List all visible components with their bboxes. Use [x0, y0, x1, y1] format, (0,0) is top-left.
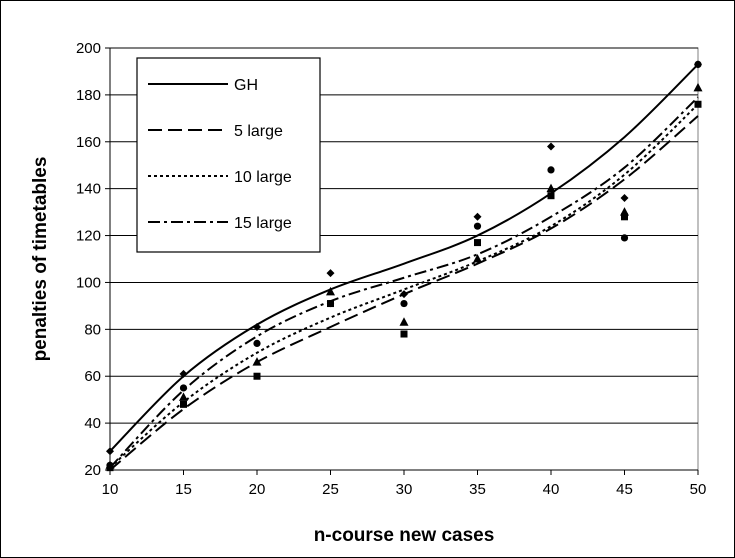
- data-point-s2-5: [473, 222, 482, 230]
- data-point-s2-8: [694, 60, 702, 69]
- y-tick-label-200: 200: [76, 40, 101, 57]
- trend-line-0: [109, 63, 699, 452]
- data-point-s3-7: [620, 207, 629, 216]
- x-tick-label-35: 35: [469, 481, 486, 498]
- y-tick-label-100: 100: [76, 274, 101, 291]
- y-tick-label-60: 60: [84, 368, 101, 385]
- legend-label-3: 15 large: [234, 215, 292, 232]
- trend-line-3: [109, 96, 699, 469]
- legend-label-2: 10 large: [234, 169, 292, 186]
- y-axis-title: penalties of timetables: [30, 157, 51, 362]
- y-tick-label-180: 180: [76, 87, 101, 104]
- data-point-s2-7: [620, 234, 629, 242]
- data-point-s0-3: [326, 269, 335, 278]
- data-point-s3-6: [546, 183, 556, 193]
- y-tick-label-140: 140: [76, 181, 101, 198]
- data-point-s2-3: [326, 299, 335, 308]
- x-axis-title: n-course new cases: [314, 525, 495, 546]
- data-point-s1-4: [400, 330, 408, 338]
- data-point-s2-6: [547, 166, 555, 174]
- data-point-s3-1: [179, 392, 188, 401]
- data-point-s0-5: [473, 212, 482, 221]
- legend: GH 5 large 10 large 15 large: [136, 57, 321, 253]
- y-tick-label-160: 160: [76, 134, 101, 151]
- data-point-s0-6: [547, 142, 555, 151]
- data-point-s0-7: [620, 194, 629, 203]
- data-point-s3-0: [105, 460, 115, 469]
- y-tick-label-80: 80: [84, 321, 101, 338]
- x-tick-label-20: 20: [249, 481, 266, 498]
- y-axis-ticks: 20 40 60 80 100 120 140 160 180 200: [76, 40, 110, 479]
- x-tick-label-45: 45: [616, 481, 633, 498]
- data-markers: [105, 60, 703, 472]
- x-tick-label-25: 25: [322, 481, 339, 498]
- y-tick-label-40: 40: [84, 415, 101, 432]
- data-point-s3-5: [473, 254, 482, 263]
- data-point-s3-4: [399, 317, 409, 326]
- y-tick-label-20: 20: [84, 462, 101, 479]
- x-tick-label-50: 50: [690, 481, 707, 498]
- legend-box: [136, 57, 321, 253]
- x-tick-label-10: 10: [102, 481, 119, 498]
- x-tick-label-40: 40: [543, 481, 560, 498]
- data-point-s3-3: [326, 286, 335, 296]
- data-point-s2-1: [179, 384, 188, 392]
- data-point-s2-2: [253, 339, 261, 347]
- data-point-s0-1: [179, 369, 188, 378]
- data-point-s1-8: [694, 100, 702, 108]
- data-point-s1-7: [621, 213, 628, 221]
- legend-label-1: 5 large: [234, 123, 283, 140]
- legend-label-0: GH: [234, 77, 258, 94]
- data-point-s3-2: [252, 357, 262, 366]
- data-point-s3-8: [693, 82, 703, 92]
- x-tick-label-15: 15: [175, 481, 192, 498]
- data-point-s1-2: [253, 372, 261, 380]
- data-point-s1-5: [474, 239, 481, 247]
- y-tick-label-120: 120: [76, 228, 101, 245]
- data-point-s2-4: [400, 299, 408, 308]
- x-tick-label-30: 30: [396, 481, 413, 498]
- x-axis-ticks: 10 15 20 25 30 35 40 45 50: [102, 470, 707, 498]
- data-point-s0-2: [253, 322, 261, 331]
- data-point-s1-6: [547, 192, 555, 200]
- data-point-s0-0: [106, 447, 114, 456]
- data-point-s0-4: [400, 290, 408, 299]
- data-point-s1-1: [180, 400, 187, 408]
